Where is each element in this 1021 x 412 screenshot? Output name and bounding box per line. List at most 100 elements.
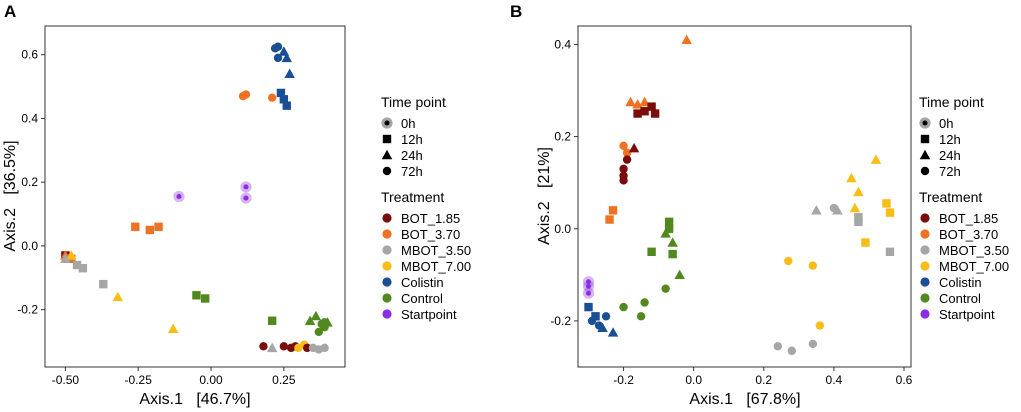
point-colistin-72h: [273, 53, 283, 63]
panel-b-y-tick-label: 0.4: [554, 37, 571, 51]
point-startpoint-0h-core: [243, 184, 249, 190]
panel-a: A -0.50 -0.25 0.00 0.25 -0.2 0.0 0.2 0.4 0.6 Axi…: [2, 2, 346, 408]
panel-b-x-tick-label: 0.4: [826, 373, 843, 387]
legend-a-label-bot-3-70: BOT_3.70: [401, 227, 460, 242]
legend-b-label-mbot-3-50: MBOT_3.50: [939, 243, 1009, 258]
point-mbot-3-50-12h: [78, 264, 88, 273]
legend-a-label-bot-1-85: BOT_1.85: [401, 211, 460, 226]
legend-b-label-colistin: Colistin: [939, 275, 982, 290]
point-colistin-24h: [607, 327, 619, 337]
legend-a-swatch-mbot-7-00: [382, 261, 392, 271]
panel-a-y-tick-label: 0.2: [21, 175, 38, 189]
panel-a-axes: -0.50 -0.25 0.00 0.25 -0.2 0.0 0.2 0.4 0.6: [17, 48, 296, 387]
point-bot-1-85-72h: [619, 164, 628, 174]
panel-b-x-tick-label: 0.2: [755, 373, 772, 387]
legend-b-treatment-entries: BOT_1.85BOT_3.70MBOT_3.50MBOT_7.00Colist…: [920, 211, 1009, 322]
point-mbot-7-00-12h: [861, 238, 870, 247]
legend-b-time-swatch-72h: [920, 166, 930, 176]
legend-a-swatch-startpoint: [382, 309, 392, 319]
panel-a-y-tick-label: -0.2: [17, 303, 38, 317]
panel-b-plot-frame: [577, 25, 912, 368]
point-bot-3-70-12h: [154, 222, 163, 231]
point-control-12h: [267, 316, 277, 325]
panel-a-y-tick-label: 0.6: [21, 48, 38, 62]
point-control-12h: [664, 224, 674, 233]
panel-b-letter: B: [510, 2, 522, 21]
point-mbot-7-00-72h: [784, 256, 793, 266]
legend-b-label-bot-3-70: BOT_3.70: [939, 227, 998, 242]
point-control-72h: [640, 298, 649, 307]
point-bot-3-70-72h: [619, 141, 628, 151]
point-mbot-7-00-24h: [167, 323, 179, 333]
point-mbot-7-00-12h: [882, 199, 891, 208]
panel-a-letter: A: [4, 2, 16, 21]
point-control-24h: [304, 315, 316, 325]
legend-b-label-control: Control: [939, 291, 981, 306]
legend-b-time-swatch-24h: [919, 149, 931, 160]
panel-b-x-tick-label: 0.6: [896, 373, 913, 387]
legend-a-time-label-72h: 72h: [401, 164, 423, 179]
point-bot-3-70-24h: [681, 34, 692, 45]
point-bot-1-85-72h: [279, 342, 289, 351]
legend-b-time-label-12h: 12h: [939, 132, 961, 147]
point-mbot-3-50-12h: [72, 260, 82, 270]
point-colistin-12h: [279, 95, 289, 104]
point-bot-3-70-12h: [605, 215, 614, 224]
point-control-12h: [200, 294, 210, 303]
panel-a-points: [60, 42, 333, 354]
point-mbot-3-50-12h: [885, 247, 895, 256]
point-bot-1-85-72h: [619, 176, 628, 185]
point-colistin-72h: [273, 42, 283, 51]
legend-b-swatch-mbot-7-00: [920, 261, 930, 271]
panel-a-y-tick-label: 0.4: [21, 111, 38, 125]
point-mbot-3-50-12h: [99, 279, 108, 289]
point-mbot-7-00-72h: [808, 261, 818, 270]
legend-b-swatch-startpoint: [920, 309, 930, 319]
legend-b-swatch-control: [920, 293, 930, 303]
point-startpoint-0h-core: [585, 283, 592, 289]
point-mbot-7-00-24h: [853, 186, 864, 197]
point-bot-1-85-72h: [259, 342, 268, 351]
legend-b-time-label-72h: 72h: [939, 164, 961, 179]
point-colistin-12h: [591, 312, 600, 321]
point-bot-1-85-12h: [633, 109, 642, 118]
point-mbot-3-50-24h: [60, 253, 71, 263]
point-startpoint-0h: [173, 190, 185, 203]
point-bot-1-85-12h: [650, 109, 660, 118]
legend-a-time-swatch-0h-core: [384, 120, 390, 126]
point-control-72h: [619, 302, 628, 312]
point-mbot-7-00-24h: [870, 154, 882, 164]
point-colistin-12h: [276, 88, 286, 98]
point-startpoint-0h: [582, 280, 595, 292]
panel-b-x-tick-label: 0.0: [685, 373, 702, 387]
legend-b-time-swatch-0h-core: [922, 120, 928, 126]
point-bot-1-85-12h: [647, 102, 656, 111]
point-startpoint-0h: [582, 287, 595, 299]
point-bot-3-70-12h: [131, 222, 140, 231]
point-control-24h: [674, 269, 685, 280]
point-colistin-24h: [597, 322, 608, 333]
legend-a-swatch-mbot-3-50: [382, 245, 392, 255]
point-colistin-12h: [584, 302, 593, 312]
point-startpoint-0h: [240, 181, 252, 193]
panel-b-points: [582, 34, 895, 356]
point-colistin-12h: [282, 101, 291, 110]
legend-b-label-startpoint: Startpoint: [939, 307, 995, 322]
point-control-72h: [320, 322, 329, 332]
point-bot-1-85-72h: [302, 343, 312, 353]
panel-a-x-tick-label: 0.00: [199, 373, 223, 387]
panel-b-axes: -0.2 0.0 0.2 0.4 0.6 -0.2 0.0 0.2 0.4: [550, 37, 912, 387]
point-mbot-7-00-72h: [815, 321, 825, 330]
point-startpoint-0h: [582, 276, 595, 288]
point-mbot-3-50-12h: [854, 213, 863, 222]
legend-b-time-label-0h: 0h: [939, 116, 953, 131]
panel-a-plot-frame: [44, 25, 346, 368]
point-bot-3-70-12h: [608, 206, 618, 215]
legend-b-treatment-title: Treatment: [919, 189, 982, 205]
legend-b-time-title: Time point: [919, 94, 984, 110]
legend-a-treatment-title: Treatment: [381, 189, 444, 205]
